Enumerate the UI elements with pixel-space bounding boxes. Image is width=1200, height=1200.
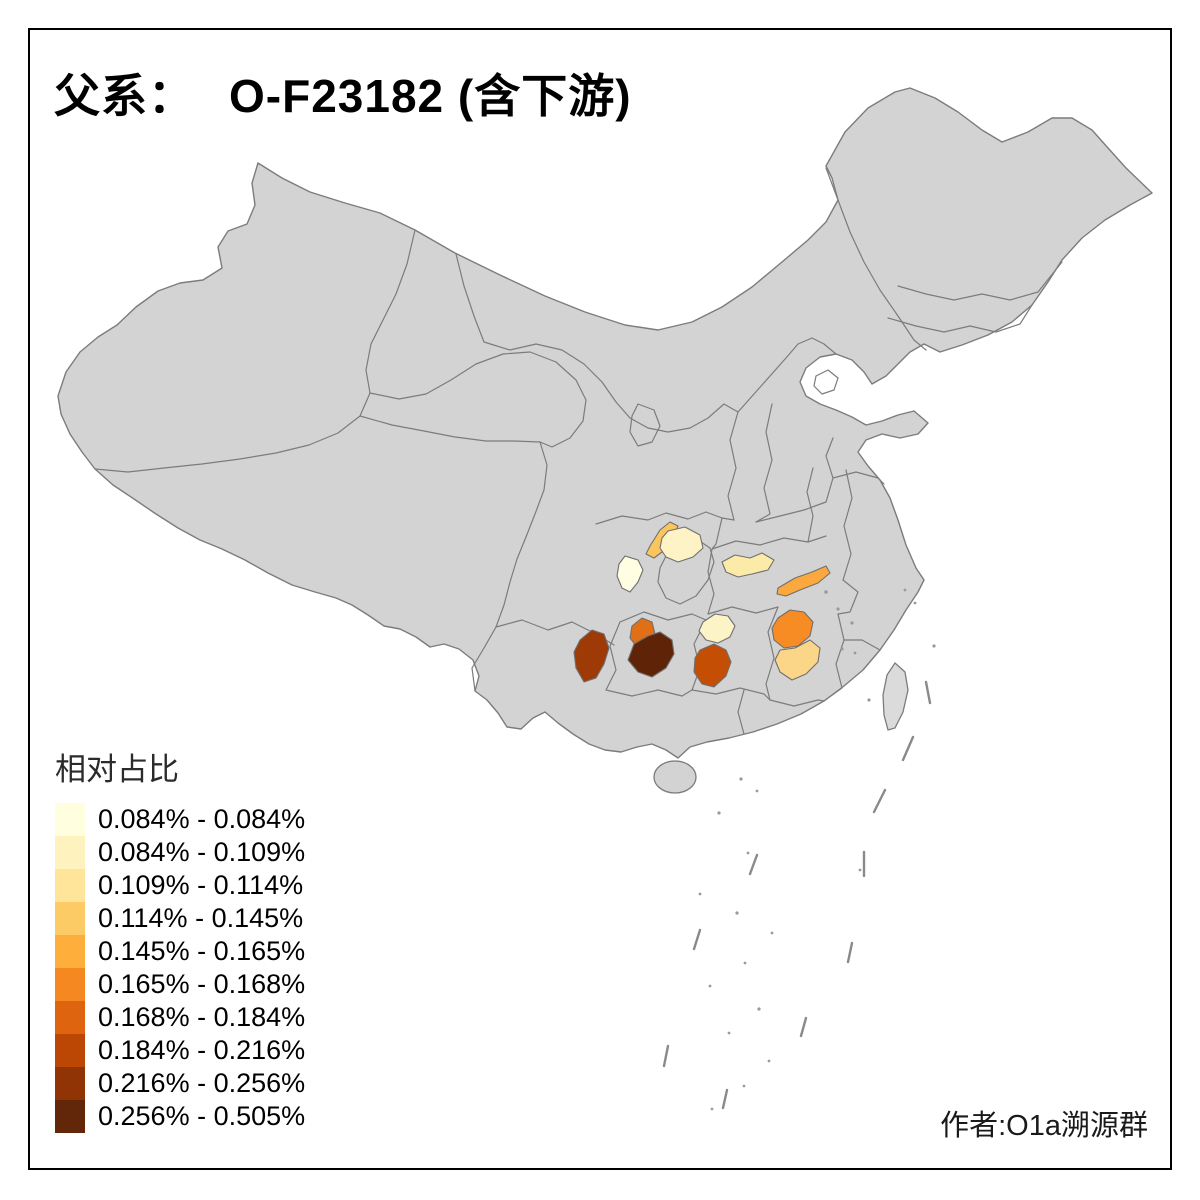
- legend-range-label: 0.168% - 0.184%: [98, 1002, 306, 1032]
- legend-title: 相对占比: [55, 752, 179, 787]
- legend-row: 0.084% - 0.084%: [55, 803, 305, 836]
- china-mainland-shape: [57, 87, 1153, 794]
- region-east-yunnan: [573, 629, 610, 683]
- legend-color-swatch: [55, 869, 85, 902]
- region-central-jiangxi: [774, 639, 821, 681]
- legend-range-label: 0.114% - 0.145%: [98, 903, 304, 933]
- legend-range-label: 0.084% - 0.109%: [98, 837, 306, 867]
- legend-row: 0.165% - 0.168%: [55, 968, 305, 1001]
- legend-range-label: 0.109% - 0.114%: [98, 870, 304, 900]
- legend-range-label: 0.145% - 0.165%: [98, 936, 306, 966]
- legend-color-swatch: [55, 935, 85, 968]
- legend-range-label: 0.084% - 0.084%: [98, 804, 306, 834]
- region-chengdu-plain: [616, 555, 644, 593]
- title-prefix: 父系：: [54, 70, 195, 122]
- legend-row: 0.084% - 0.109%: [55, 836, 305, 869]
- taiwan-island: [882, 662, 909, 731]
- legend-color-swatch: [55, 1034, 85, 1067]
- legend-row: 0.145% - 0.165%: [55, 935, 305, 968]
- legend: 相对占比 0.084% - 0.084% 0.084% - 0.109% 0.109…: [55, 744, 305, 1133]
- legend-range-label: 0.256% - 0.505%: [98, 1101, 306, 1131]
- sea-dashes-and-islets: [662, 680, 932, 1110]
- legend-color-swatch: [55, 1067, 85, 1100]
- legend-row: 0.256% - 0.505%: [55, 1100, 305, 1133]
- legend-color-swatch: [55, 803, 85, 836]
- highlighted-regions: [573, 521, 831, 688]
- region-east-sichuan: [659, 526, 704, 563]
- legend-row: 0.184% - 0.216%: [55, 1034, 305, 1067]
- region-sw-hunan: [693, 643, 732, 688]
- legend-color-swatch: [55, 1001, 85, 1034]
- legend-rows: 0.084% - 0.084% 0.084% - 0.109% 0.109% - 0…: [55, 803, 305, 1133]
- region-sw-anhui: [776, 565, 831, 597]
- legend-range-label: 0.165% - 0.168%: [98, 969, 306, 999]
- legend-row: 0.216% - 0.256%: [55, 1067, 305, 1100]
- legend-row: 0.114% - 0.145%: [55, 902, 305, 935]
- legend-color-swatch: [55, 836, 85, 869]
- region-north-jiangxi: [771, 609, 814, 649]
- author-credit: 作者:O1a溯源群: [940, 1110, 1148, 1142]
- region-north-hunan: [698, 613, 736, 644]
- page-title: 父系： O-F23182 (含下游): [54, 60, 632, 126]
- legend-range-label: 0.184% - 0.216%: [98, 1035, 306, 1065]
- hainan-island: [653, 760, 697, 794]
- legend-color-swatch: [55, 1100, 85, 1133]
- region-central-guizhou: [627, 631, 675, 678]
- legend-row: 0.109% - 0.114%: [55, 869, 305, 902]
- region-central-hubei: [721, 552, 775, 578]
- legend-color-swatch: [55, 968, 85, 1001]
- small-islets: [698, 588, 936, 1111]
- title-haplogroup: O-F23182 (含下游): [229, 70, 632, 122]
- legend-row: 0.168% - 0.184%: [55, 1001, 305, 1034]
- province-borders: [94, 167, 1063, 735]
- legend-range-label: 0.216% - 0.256%: [98, 1068, 306, 1098]
- legend-color-swatch: [55, 902, 85, 935]
